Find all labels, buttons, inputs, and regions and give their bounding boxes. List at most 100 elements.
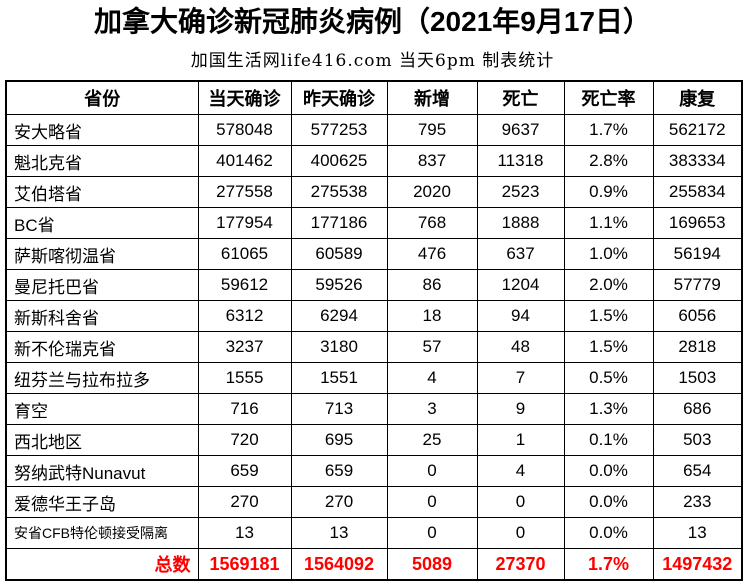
deaths-cell: 1 — [476, 424, 565, 457]
deaths-cell: 7 — [476, 362, 565, 395]
today-confirmed-cell: 1555 — [197, 362, 292, 395]
deaths-cell: 637 — [476, 238, 565, 271]
province-cell: 西北地区 — [5, 424, 199, 457]
header-province: 省份 — [5, 80, 199, 116]
deaths-cell: 11318 — [476, 145, 565, 178]
header-row: 省份 当天确诊 昨天确诊 新增 死亡 死亡率 康复 — [5, 80, 743, 116]
recovered-cell: 686 — [652, 393, 743, 426]
recovered-cell: 2818 — [652, 331, 743, 364]
page: 加拿大确诊新冠肺炎病例（2021年9月17日） 加国生活网life416.com… — [0, 6, 745, 582]
today-confirmed-cell: 59612 — [197, 269, 292, 302]
yesterday-confirmed-cell: 60589 — [290, 238, 388, 271]
province-cell: 安省CFB特伦顿接受隔离 — [5, 517, 199, 550]
province-cell: 艾伯塔省 — [5, 176, 199, 209]
province-cell: 爱德华王子岛 — [5, 486, 199, 519]
province-cell: 育空 — [5, 393, 199, 426]
table-row: 爱德华王子岛 270 270 0 0 0.0% 233 — [5, 486, 743, 519]
new-cases-cell: 4 — [386, 362, 478, 395]
new-cases-cell: 57 — [386, 331, 478, 364]
death-rate-cell: 2.0% — [563, 269, 654, 302]
new-cases-cell: 25 — [386, 424, 478, 457]
new-cases-cell: 18 — [386, 300, 478, 333]
province-cell: 曼尼托巴省 — [5, 269, 199, 302]
recovered-cell: 6056 — [652, 300, 743, 333]
death-rate-cell: 1.5% — [563, 331, 654, 364]
death-rate-cell: 1.7% — [563, 114, 654, 147]
deaths-cell: 9637 — [476, 114, 565, 147]
header-yesterday-confirmed: 昨天确诊 — [290, 80, 388, 116]
death-rate-cell: 0.9% — [563, 176, 654, 209]
yesterday-confirmed-cell: 659 — [290, 455, 388, 488]
new-cases-cell: 0 — [386, 517, 478, 550]
today-confirmed-cell: 720 — [197, 424, 292, 457]
new-cases-cell: 3 — [386, 393, 478, 426]
recovered-cell: 1503 — [652, 362, 743, 395]
yesterday-confirmed-cell: 713 — [290, 393, 388, 426]
table-row: 纽芬兰与拉布拉多 1555 1551 4 7 0.5% 1503 — [5, 362, 743, 395]
total-yesterday: 1564092 — [290, 548, 388, 581]
yesterday-confirmed-cell: 13 — [290, 517, 388, 550]
province-cell: 魁北克省 — [5, 145, 199, 178]
yesterday-confirmed-cell: 270 — [290, 486, 388, 519]
new-cases-cell: 2020 — [386, 176, 478, 209]
table-body: 安大略省 578048 577253 795 9637 1.7% 562172 魁北克省 401… — [5, 114, 743, 550]
death-rate-cell: 0.0% — [563, 517, 654, 550]
subtitle: 加国生活网life416.com 当天6pm 制表统计 — [190, 51, 555, 72]
yesterday-confirmed-cell: 6294 — [290, 300, 388, 333]
page-title: 加拿大确诊新冠肺炎病例（2021年9月17日） — [93, 6, 651, 37]
today-confirmed-cell: 277558 — [197, 176, 292, 209]
total-today: 1569181 — [197, 548, 292, 581]
province-cell: 萨斯喀彻温省 — [5, 238, 199, 271]
yesterday-confirmed-cell: 1551 — [290, 362, 388, 395]
total-row: 总数 1569181 1564092 5089 27370 1.7% 14974… — [5, 548, 743, 581]
table-row: 努纳武特Nunavut 659 659 0 4 0.0% 654 — [5, 455, 743, 488]
deaths-cell: 2523 — [476, 176, 565, 209]
deaths-cell: 94 — [476, 300, 565, 333]
yesterday-confirmed-cell: 177186 — [290, 207, 388, 240]
yesterday-confirmed-cell: 400625 — [290, 145, 388, 178]
deaths-cell: 1204 — [476, 269, 565, 302]
recovered-cell: 255834 — [652, 176, 743, 209]
death-rate-cell: 0.0% — [563, 455, 654, 488]
new-cases-cell: 768 — [386, 207, 478, 240]
today-confirmed-cell: 6312 — [197, 300, 292, 333]
recovered-cell: 56194 — [652, 238, 743, 271]
new-cases-cell: 476 — [386, 238, 478, 271]
new-cases-cell: 0 — [386, 486, 478, 519]
covid-table: 省份 当天确诊 昨天确诊 新增 死亡 死亡率 康复 安大略省 578048 5772… — [5, 80, 743, 582]
new-cases-cell: 86 — [386, 269, 478, 302]
new-cases-cell: 0 — [386, 455, 478, 488]
new-cases-cell: 837 — [386, 145, 478, 178]
deaths-cell: 0 — [476, 517, 565, 550]
total-deaths: 27370 — [476, 548, 565, 581]
death-rate-cell: 0.1% — [563, 424, 654, 457]
recovered-cell: 169653 — [652, 207, 743, 240]
total-recovered: 1497432 — [652, 548, 743, 581]
today-confirmed-cell: 177954 — [197, 207, 292, 240]
yesterday-confirmed-cell: 275538 — [290, 176, 388, 209]
today-confirmed-cell: 61065 — [197, 238, 292, 271]
yesterday-confirmed-cell: 59526 — [290, 269, 388, 302]
death-rate-cell: 1.5% — [563, 300, 654, 333]
recovered-cell: 562172 — [652, 114, 743, 147]
table-row: 育空 716 713 3 9 1.3% 686 — [5, 393, 743, 426]
deaths-cell: 0 — [476, 486, 565, 519]
header-recovered: 康复 — [652, 80, 743, 116]
table-row: 萨斯喀彻温省 61065 60589 476 637 1.0% 56194 — [5, 238, 743, 271]
death-rate-cell: 2.8% — [563, 145, 654, 178]
deaths-cell: 9 — [476, 393, 565, 426]
recovered-cell: 383334 — [652, 145, 743, 178]
deaths-cell: 1888 — [476, 207, 565, 240]
table-row: 魁北克省 401462 400625 837 11318 2.8% 383334 — [5, 145, 743, 178]
today-confirmed-cell: 578048 — [197, 114, 292, 147]
table-row: 曼尼托巴省 59612 59526 86 1204 2.0% 57779 — [5, 269, 743, 302]
today-confirmed-cell: 401462 — [197, 145, 292, 178]
province-cell: BC省 — [5, 207, 199, 240]
table-row: 西北地区 720 695 25 1 0.1% 503 — [5, 424, 743, 457]
total-label: 总数 — [5, 548, 199, 581]
table-row: BC省 177954 177186 768 1888 1.1% 169653 — [5, 207, 743, 240]
recovered-cell: 503 — [652, 424, 743, 457]
today-confirmed-cell: 3237 — [197, 331, 292, 364]
recovered-cell: 13 — [652, 517, 743, 550]
header-new-cases: 新增 — [386, 80, 478, 116]
